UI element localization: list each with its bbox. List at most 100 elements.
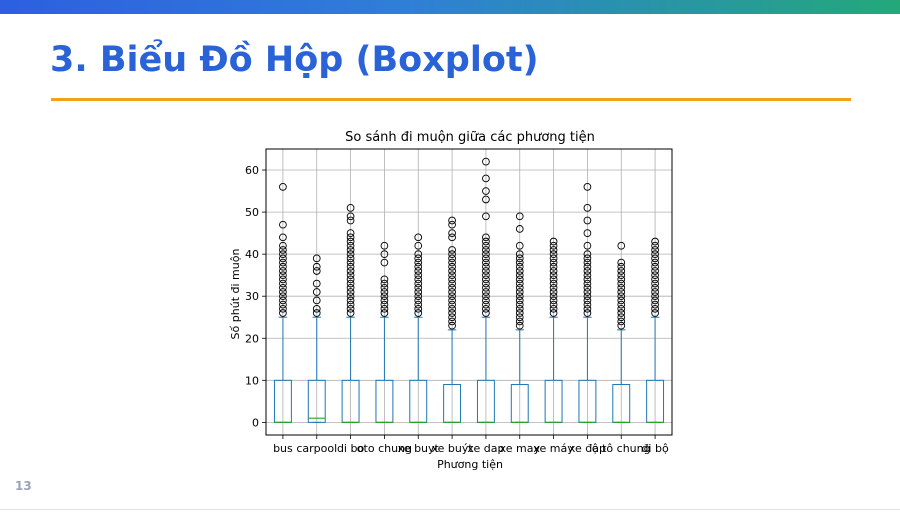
outlier-point — [482, 241, 490, 250]
y-axis-label: Số phút đi muộn — [229, 249, 242, 340]
outlier-point — [515, 212, 524, 221]
chart-svg: So sánh đi muộn giữa các phương tiện 0 10… — [222, 122, 682, 478]
box-7 — [476, 157, 495, 423]
outlier-point — [414, 296, 423, 305]
outlier-point — [448, 233, 456, 242]
outlier-point — [482, 279, 490, 288]
x-tick-label: xe buýt — [431, 442, 473, 455]
outlier-point — [617, 283, 626, 292]
outlier-point — [515, 321, 524, 330]
outlier-point — [346, 283, 355, 292]
chart-title: So sánh đi muộn giữa các phương tiện — [345, 130, 595, 145]
outlier-point — [549, 296, 558, 305]
outlier-point — [583, 183, 592, 191]
outlier-point — [414, 254, 423, 263]
outlier-point — [448, 216, 456, 225]
outlier-point — [448, 267, 456, 275]
outlier-point — [448, 283, 456, 292]
outlier-point — [346, 300, 355, 309]
outlier-point — [549, 241, 558, 250]
outlier-point — [651, 292, 659, 301]
outlier-point — [583, 271, 592, 280]
outlier-point — [515, 267, 524, 275]
y-tick-label: 20 — [245, 332, 259, 345]
x-axis-label: Phương tiện — [437, 458, 503, 471]
outlier-point — [482, 237, 490, 246]
outlier-point — [346, 279, 355, 288]
outlier-point — [549, 250, 558, 258]
outlier-point — [312, 304, 321, 313]
outlier-point — [549, 288, 558, 296]
outlier-point — [482, 271, 490, 280]
x-tick-label: di bo — [337, 442, 365, 455]
outlier-point — [346, 304, 355, 313]
outlier-point — [346, 309, 355, 317]
outlier-point — [482, 187, 490, 195]
outlier-point — [617, 275, 626, 284]
outlier-point — [380, 241, 389, 250]
outlier-point — [346, 246, 355, 254]
outlier-point — [279, 262, 287, 271]
outlier-point — [515, 262, 524, 271]
outlier-point — [583, 216, 592, 225]
outlier-point — [482, 267, 490, 275]
outlier-point — [617, 262, 626, 271]
outlier-point — [515, 279, 524, 288]
x-tick-label: xe dap — [467, 442, 504, 455]
outlier-point — [279, 271, 287, 280]
outlier-point — [279, 279, 287, 288]
outlier-point — [651, 271, 659, 280]
outlier-point — [312, 279, 321, 288]
y-tick-label: 10 — [245, 374, 259, 387]
outlier-point — [414, 288, 423, 296]
outlier-point — [651, 258, 659, 267]
outlier-point — [482, 254, 490, 263]
outlier-point — [346, 229, 355, 237]
outlier-point — [651, 267, 659, 275]
outlier-point — [482, 195, 490, 204]
outlier-point — [515, 317, 524, 326]
y-tick-label: 60 — [245, 164, 259, 177]
outlier-point — [279, 309, 287, 317]
outlier-point — [651, 296, 659, 305]
outlier-point — [515, 254, 524, 263]
top-accent-bar — [0, 0, 900, 14]
outlier-point — [414, 241, 423, 250]
box-1 — [273, 183, 292, 423]
outlier-point — [279, 258, 287, 267]
box-6 — [443, 216, 462, 423]
outlier-point — [617, 309, 626, 317]
outlier-point — [448, 321, 456, 330]
outlier-point — [515, 288, 524, 296]
outlier-point — [448, 304, 456, 313]
outlier-point — [346, 237, 355, 246]
outlier-point — [482, 275, 490, 284]
boxplot-chart: So sánh đi muộn giữa các phương tiện 0 10… — [222, 122, 682, 478]
outlier-point — [279, 275, 287, 284]
outlier-point — [380, 250, 389, 258]
outlier-point — [651, 262, 659, 271]
outlier-point — [515, 225, 524, 233]
outlier-point — [346, 262, 355, 271]
outlier-point — [414, 292, 423, 301]
x-tick-label: xe máy — [533, 442, 574, 455]
outlier-point — [583, 292, 592, 301]
outlier-point — [482, 157, 490, 166]
outlier-point — [448, 254, 456, 263]
outlier-point — [380, 283, 389, 292]
outlier-point — [312, 309, 321, 317]
bottom-divider — [0, 509, 900, 510]
outlier-point — [482, 283, 490, 292]
outlier-point — [312, 267, 321, 275]
outlier-point — [515, 304, 524, 313]
outlier-point — [346, 267, 355, 275]
outlier-point — [448, 279, 456, 288]
outlier-point — [651, 237, 659, 246]
outlier-point — [583, 309, 592, 317]
outlier-point — [380, 288, 389, 296]
outlier-point — [583, 254, 592, 263]
outlier-point — [651, 254, 659, 263]
outlier-point — [651, 246, 659, 254]
y-tick-label: 50 — [245, 206, 259, 219]
outlier-point — [549, 304, 558, 313]
